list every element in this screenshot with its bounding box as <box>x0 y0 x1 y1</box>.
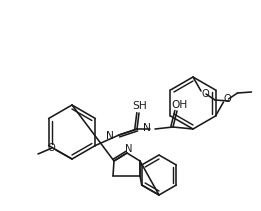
Text: N: N <box>143 123 151 133</box>
Text: N: N <box>125 144 133 154</box>
Text: O: O <box>224 94 232 104</box>
Text: O: O <box>201 89 209 99</box>
Text: O: O <box>47 143 55 153</box>
Text: OH: OH <box>172 100 188 110</box>
Text: N: N <box>106 131 114 141</box>
Text: SH: SH <box>133 101 147 111</box>
